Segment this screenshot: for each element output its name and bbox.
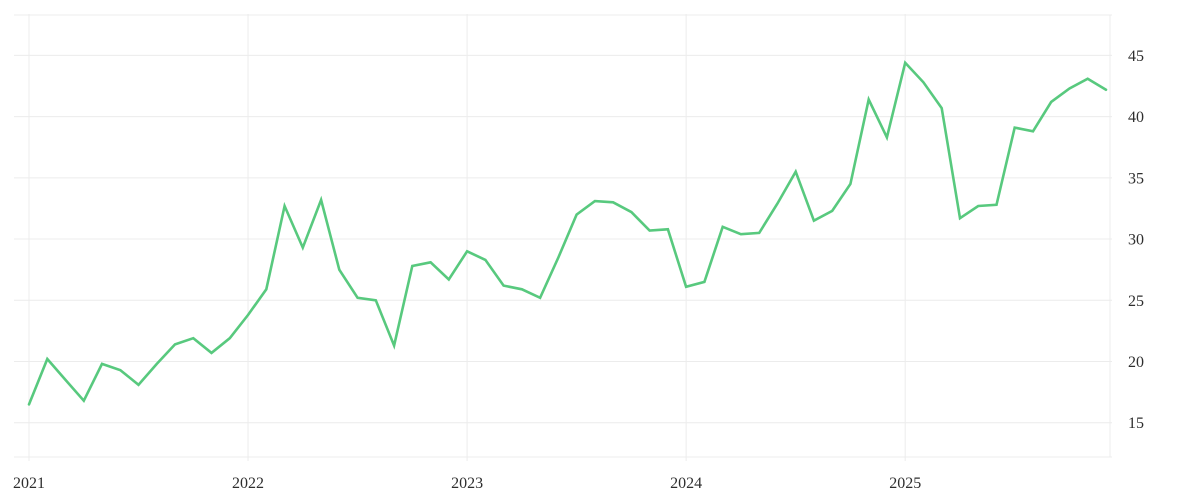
y-tick-label: 35 bbox=[1128, 170, 1144, 187]
y-tick-label: 15 bbox=[1128, 415, 1144, 432]
y-tick-label: 20 bbox=[1128, 354, 1144, 371]
price-line-series bbox=[27, 60, 1108, 406]
x-tick-label: 2024 bbox=[670, 475, 702, 492]
y-tick-label: 40 bbox=[1128, 109, 1144, 126]
x-tick-label: 2025 bbox=[889, 475, 921, 492]
x-tick-label: 2022 bbox=[232, 475, 264, 492]
y-tick-label: 25 bbox=[1128, 293, 1144, 310]
x-tick-label: 2023 bbox=[451, 475, 483, 492]
x-tick-label: 2021 bbox=[13, 475, 45, 492]
y-tick-label: 30 bbox=[1128, 232, 1144, 249]
y-tick-label: 45 bbox=[1128, 48, 1144, 65]
